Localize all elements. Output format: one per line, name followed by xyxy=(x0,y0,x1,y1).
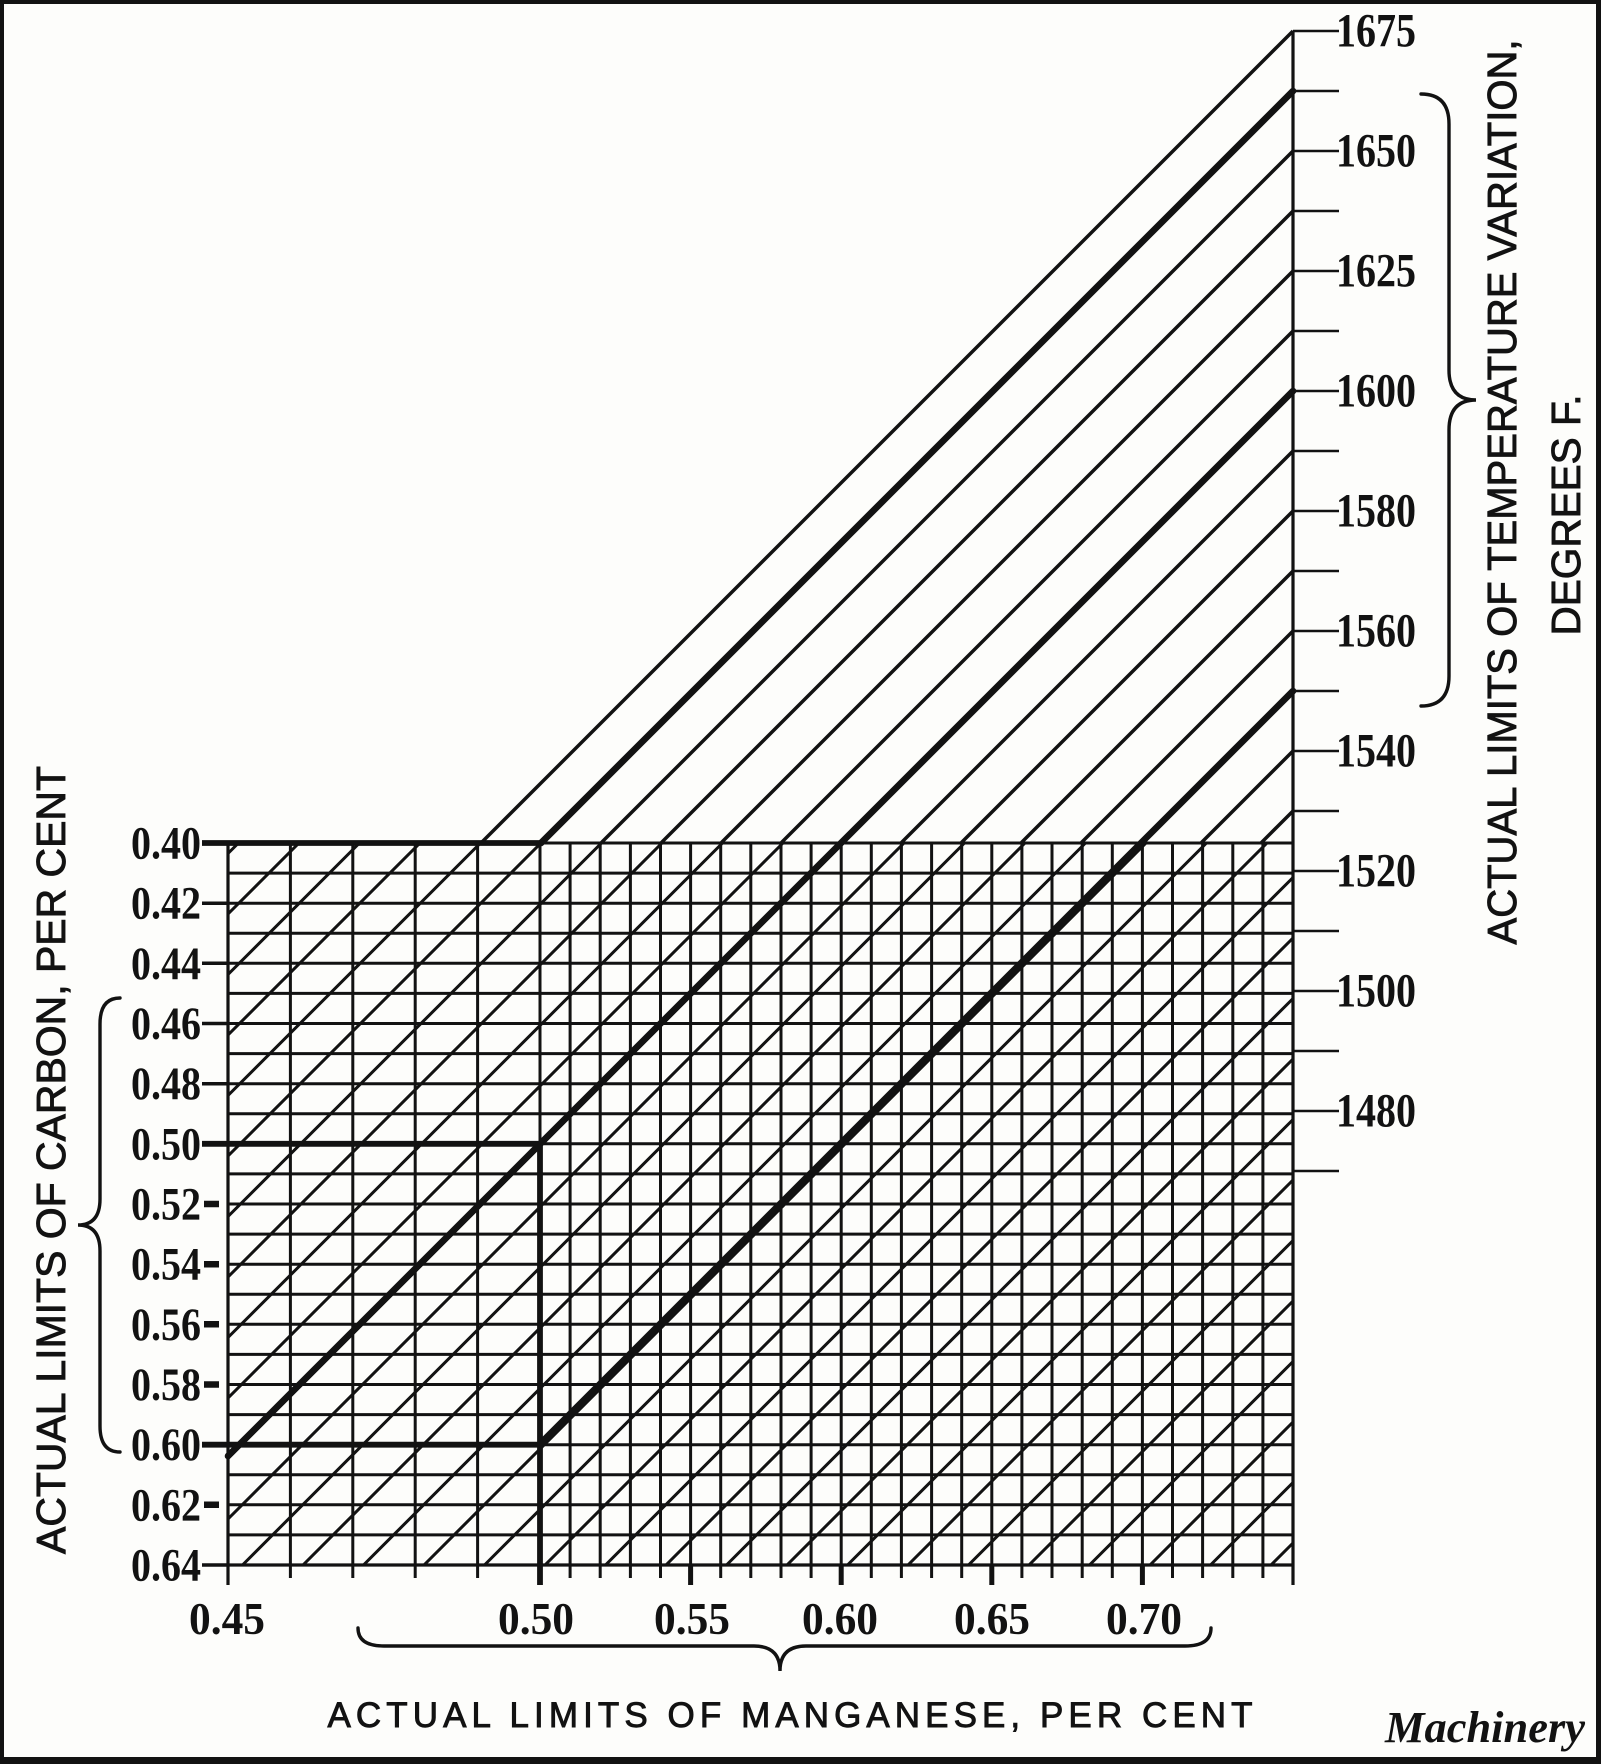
svg-text:0.64: 0.64 xyxy=(131,1540,201,1592)
svg-text:0.62: 0.62 xyxy=(131,1479,201,1531)
svg-text:0.50: 0.50 xyxy=(498,1593,574,1644)
svg-text:0.52: 0.52 xyxy=(131,1179,201,1231)
svg-text:0.60: 0.60 xyxy=(131,1419,201,1471)
svg-text:ACTUAL LIMITS OF TEMPERATURE V: ACTUAL LIMITS OF TEMPERATURE VARIATION, xyxy=(1479,40,1525,945)
svg-text:1625: 1625 xyxy=(1336,245,1416,298)
svg-text:0.58: 0.58 xyxy=(131,1359,201,1411)
svg-text:0.50: 0.50 xyxy=(131,1118,201,1170)
svg-text:0.54: 0.54 xyxy=(131,1239,201,1291)
svg-text:0.56: 0.56 xyxy=(131,1299,201,1351)
svg-text:1580: 1580 xyxy=(1336,485,1416,538)
svg-text:0.48: 0.48 xyxy=(131,1058,201,1110)
svg-text:0.60: 0.60 xyxy=(802,1593,878,1644)
svg-text:1600: 1600 xyxy=(1336,365,1416,418)
svg-text:1480: 1480 xyxy=(1336,1085,1416,1138)
svg-text:1500: 1500 xyxy=(1336,965,1416,1018)
svg-text:0.45: 0.45 xyxy=(189,1593,265,1644)
svg-text:0.55: 0.55 xyxy=(654,1593,730,1644)
svg-text:0.42: 0.42 xyxy=(131,878,201,930)
svg-text:1540: 1540 xyxy=(1336,725,1416,778)
svg-text:0.46: 0.46 xyxy=(131,998,201,1050)
svg-text:0.44: 0.44 xyxy=(131,938,201,990)
svg-text:0.70: 0.70 xyxy=(1106,1593,1182,1644)
svg-text:0.65: 0.65 xyxy=(954,1593,1030,1644)
svg-text:Machinery: Machinery xyxy=(1384,1703,1585,1752)
svg-text:DEGREES F.: DEGREES F. xyxy=(1543,395,1589,636)
svg-text:1520: 1520 xyxy=(1336,845,1416,898)
svg-text:1675: 1675 xyxy=(1336,5,1416,58)
svg-text:ACTUAL LIMITS OF MANGANESE, PE: ACTUAL LIMITS OF MANGANESE, PER CENT xyxy=(328,1696,1253,1735)
svg-text:0.40: 0.40 xyxy=(131,818,201,870)
svg-text:1650: 1650 xyxy=(1336,125,1416,178)
svg-text:1560: 1560 xyxy=(1336,605,1416,658)
svg-text:ACTUAL LIMITS OF CARBON, PER C: ACTUAL LIMITS OF CARBON, PER CENT xyxy=(28,766,74,1554)
